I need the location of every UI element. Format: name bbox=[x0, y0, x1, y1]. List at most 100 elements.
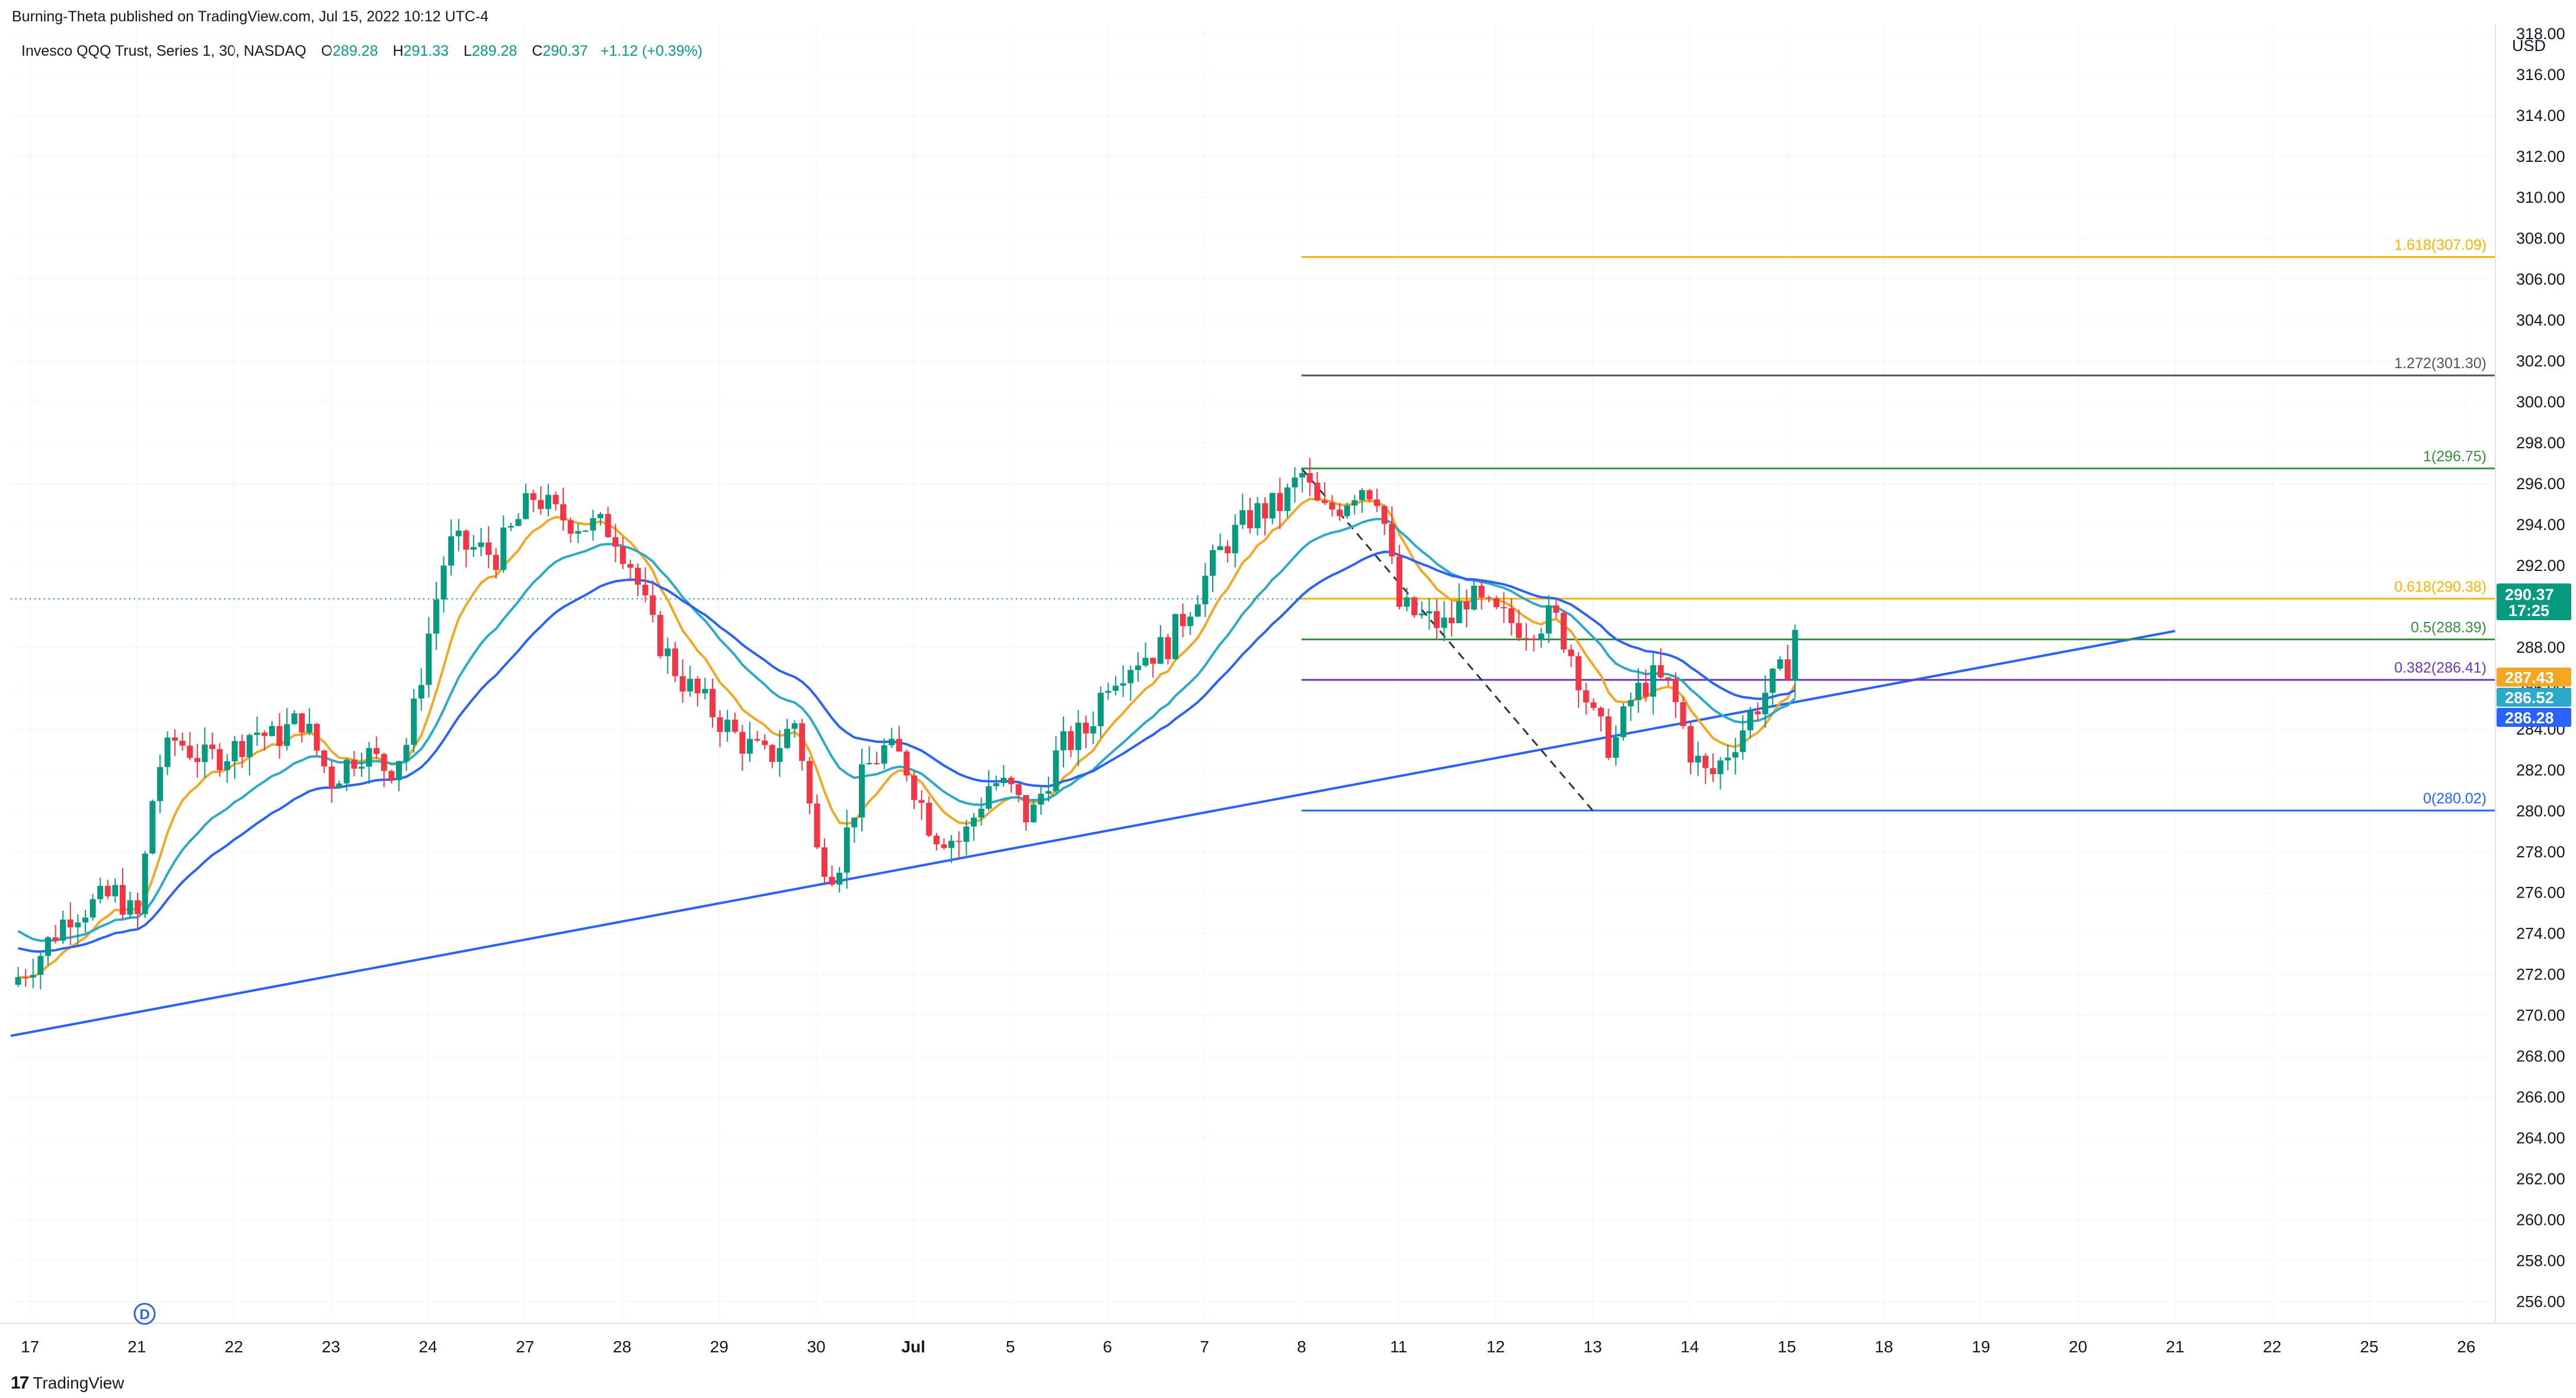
time-tick-label: 17 bbox=[21, 1338, 39, 1356]
high-value: 291.33 bbox=[403, 43, 449, 59]
symbol-legend: Invesco QQQ Trust, Series 1, 30, NASDAQ … bbox=[21, 43, 702, 60]
candle-body bbox=[1329, 503, 1335, 510]
candle-body bbox=[500, 527, 507, 570]
price-tick-label: 310.00 bbox=[2516, 189, 2565, 206]
candle-body bbox=[90, 899, 96, 918]
candle-body bbox=[605, 513, 611, 538]
candle-body bbox=[1180, 614, 1186, 627]
day-marker[interactable]: D bbox=[133, 1303, 156, 1325]
candle-body bbox=[1523, 638, 1530, 640]
candle-body bbox=[538, 500, 544, 509]
candle-body bbox=[1269, 493, 1276, 519]
candle-body bbox=[530, 493, 536, 500]
candle-body bbox=[112, 885, 119, 896]
candle-body bbox=[194, 758, 200, 762]
candle-body bbox=[679, 676, 686, 692]
candle-body bbox=[1344, 505, 1350, 516]
candle-body bbox=[343, 759, 350, 784]
candle-body bbox=[328, 766, 335, 789]
candle-body bbox=[515, 519, 522, 526]
open-value: 289.28 bbox=[333, 43, 378, 59]
time-tick-label: Jul bbox=[902, 1338, 925, 1356]
candles-layer bbox=[15, 458, 1798, 990]
candle-body bbox=[843, 827, 850, 873]
fib-anchor-dashed-line[interactable] bbox=[1300, 468, 1594, 812]
time-tick-label: 23 bbox=[322, 1338, 340, 1356]
candle-body bbox=[1568, 649, 1574, 656]
candle-body bbox=[247, 735, 253, 757]
candle-body bbox=[881, 745, 887, 764]
low-value: 289.28 bbox=[471, 43, 517, 59]
candle-body bbox=[1381, 506, 1388, 524]
candle-body bbox=[978, 809, 985, 818]
candle-body bbox=[104, 886, 111, 896]
candle-body bbox=[463, 531, 469, 550]
low-label: L bbox=[464, 43, 472, 59]
candle-body bbox=[955, 841, 962, 842]
candle-body bbox=[597, 513, 604, 518]
candle-body bbox=[1717, 760, 1724, 774]
ema-price-value: 287.43 bbox=[2505, 669, 2554, 687]
trendline-layer bbox=[10, 630, 2175, 1038]
price-tick-label: 302.00 bbox=[2516, 352, 2565, 370]
candle-body bbox=[523, 493, 529, 519]
candle-body bbox=[1620, 706, 1626, 738]
candle-body bbox=[1597, 707, 1604, 717]
candle-body bbox=[1516, 623, 1522, 639]
candle-body bbox=[37, 956, 44, 975]
candle-body bbox=[485, 542, 492, 555]
candle-body bbox=[1209, 550, 1216, 576]
candle-body bbox=[23, 977, 29, 979]
candle-body bbox=[1202, 576, 1209, 605]
candle-body bbox=[1635, 682, 1641, 700]
open-label: O bbox=[321, 43, 333, 59]
candle-body bbox=[381, 754, 387, 771]
candle-body bbox=[396, 761, 402, 780]
candle-body bbox=[366, 748, 372, 767]
candle-body bbox=[851, 818, 858, 828]
candle-body bbox=[903, 751, 910, 776]
candle-body bbox=[179, 741, 186, 746]
price-tick-label: 276.00 bbox=[2516, 884, 2565, 902]
candle-body bbox=[619, 546, 626, 564]
candle-body bbox=[866, 762, 872, 765]
candle-body bbox=[1404, 597, 1410, 607]
candle-body bbox=[1030, 805, 1037, 823]
price-tick-label: 294.00 bbox=[2516, 516, 2565, 534]
tradingview-brand[interactable]: 17 TradingView bbox=[11, 1373, 124, 1393]
price-tick-label: 268.00 bbox=[2516, 1048, 2565, 1065]
ema-price-tag bbox=[2497, 688, 2571, 707]
candle-body bbox=[1337, 509, 1343, 516]
time-tick-label: 8 bbox=[1297, 1338, 1306, 1356]
candle-body bbox=[97, 886, 104, 899]
candle-body bbox=[1687, 726, 1694, 763]
candle-body bbox=[156, 767, 163, 802]
candle-body bbox=[75, 922, 81, 928]
candle-body bbox=[1605, 716, 1612, 758]
candle-body bbox=[1538, 633, 1545, 640]
candle-body bbox=[747, 739, 753, 754]
price-tick-label: 266.00 bbox=[2516, 1089, 2565, 1106]
time-tick-label: 26 bbox=[2457, 1338, 2475, 1356]
candle-body bbox=[963, 826, 970, 842]
chart-grid bbox=[11, 24, 2495, 1322]
candle-body bbox=[433, 599, 439, 634]
time-tick-label: 28 bbox=[613, 1338, 631, 1356]
candle-body bbox=[1239, 510, 1246, 525]
brand-label: TradingView bbox=[33, 1374, 124, 1392]
last-price-value: 290.37 bbox=[2505, 586, 2554, 604]
candle-body bbox=[1023, 795, 1030, 823]
time-axis[interactable]: 17 21 22 23 24 27 28 29 30 Jul 5 6 7 8 11 12 13 14 15 18 19 2… bbox=[21, 1338, 2475, 1356]
candle-body bbox=[687, 678, 693, 692]
candle-body bbox=[1187, 616, 1194, 627]
price-tick-label: 304.00 bbox=[2516, 311, 2565, 329]
candle-body bbox=[209, 744, 216, 749]
support-trendline[interactable] bbox=[10, 630, 2175, 1038]
candle-body bbox=[1045, 791, 1052, 794]
candle-body bbox=[918, 800, 925, 803]
publish-header: Burning-Theta published on TradingView.c… bbox=[12, 8, 489, 25]
candle-body bbox=[709, 688, 716, 717]
candle-body bbox=[814, 803, 820, 848]
candle-body bbox=[261, 732, 268, 736]
